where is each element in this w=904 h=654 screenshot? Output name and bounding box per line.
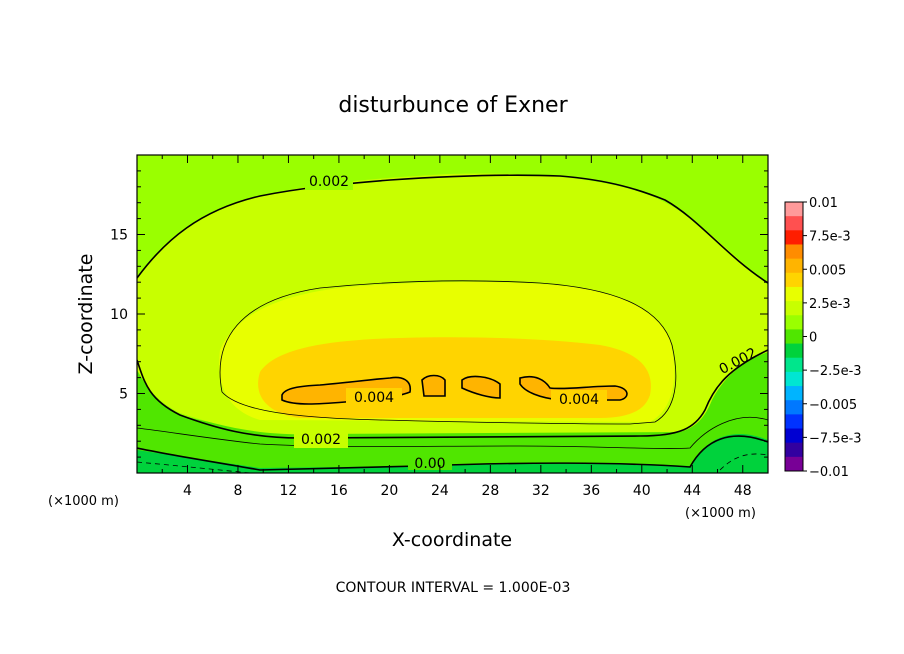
x-tick-label: 44: [683, 483, 701, 499]
contour-label-6: 0.00: [414, 456, 445, 472]
colorbar-swatch: [785, 244, 803, 260]
colorbar-label: 2.5e-3: [809, 297, 851, 312]
colorbar-swatch: [785, 272, 803, 288]
x-tick-label: 36: [582, 483, 600, 499]
x-tick-label: 4: [183, 483, 192, 499]
colorbar-swatch: [785, 428, 803, 444]
colorbar-swatch: [785, 230, 803, 245]
x-tick-label: 16: [330, 483, 348, 499]
z-unit-label: (×1000 m): [48, 494, 119, 509]
y-tick-label: 10: [110, 307, 128, 323]
contour-field: 0.002 0.004 0.004 0.002 0.002 0.00: [137, 155, 768, 473]
band-peak-blob-2: [422, 375, 445, 396]
x-axis: 4 8 12 16 20 24 28 32 36 40 44 48: [161, 155, 752, 499]
contour-lines: [137, 174, 768, 473]
x-tick-label: 24: [431, 483, 449, 499]
contour-line-0004-blob-4: [519, 375, 628, 401]
colorbar-swatch: [785, 286, 803, 302]
x-axis-label: X-coordinate: [392, 529, 512, 551]
contour-labels: 0.002 0.004 0.004 0.002 0.002 0.00: [294, 172, 760, 472]
x-tick-label: 32: [532, 483, 550, 499]
y-axis: 5 10 15: [110, 170, 768, 458]
contour-label-1: 0.002: [309, 174, 349, 190]
x-tick-label: 12: [280, 483, 298, 499]
band-peak-blob-3: [462, 376, 500, 398]
contour-line-0002-lower: [137, 349, 768, 439]
colorbar-swatch: [785, 343, 803, 359]
contour-label-2: 0.004: [354, 390, 394, 406]
colorbar-swatch: [785, 202, 803, 217]
colorbar-label: −0.005: [809, 398, 857, 413]
y-axis-label: Z-coordinate: [75, 254, 97, 375]
x-tick-label: 48: [734, 483, 752, 499]
colorbar: [785, 202, 803, 472]
colorbar-swatch: [785, 216, 803, 231]
label-bg-6: [408, 454, 452, 470]
colorbar-swatch: [785, 301, 803, 316]
x-unit-label: (×1000 m): [685, 506, 756, 521]
colorbar-swatch: [785, 258, 803, 274]
chart-title: disturbunce of Exner: [338, 93, 568, 118]
x-tick-label: 20: [380, 483, 398, 499]
colorbar-swatch: [785, 329, 803, 345]
contour-line-0001: [137, 416, 768, 449]
x-tick-label: 8: [233, 483, 242, 499]
contour-line-0002-upper: [137, 174, 768, 284]
colorbar-swatch: [785, 456, 803, 472]
contour-line-0004-blob-2: [421, 374, 446, 397]
colorbar-label: 0.005: [809, 263, 846, 278]
contour-label-5: 0.002: [301, 432, 341, 448]
x-tick-label: 40: [633, 483, 651, 499]
contour-label-3: 0.004: [559, 392, 599, 408]
colorbar-labels: 0.01 7.5e-3 0.005 2.5e-3 0 −2.5e-3 −0.005 −7.5e…: [803, 196, 862, 480]
colorbar-label: −0.01: [809, 465, 849, 480]
label-bg-2: [346, 388, 402, 406]
contour-line-0004-blob-3: [461, 375, 501, 399]
colorbar-label: 7.5e-3: [809, 230, 851, 245]
colorbar-swatch: [785, 400, 803, 415]
colorbar-swatch: [785, 371, 803, 387]
colorbar-swatch: [785, 315, 803, 330]
colorbar-label: 0.01: [809, 196, 838, 211]
colorbar-label: −7.5e-3: [809, 431, 862, 446]
contour-line-0000: [137, 435, 768, 471]
label-bg-1: [305, 172, 353, 190]
contour-line-0004-blob-1: [281, 376, 412, 405]
x-tick-label: 28: [481, 483, 499, 499]
colorbar-swatch: [785, 357, 803, 373]
colorbar-label: 0: [809, 331, 817, 346]
y-tick-label: 15: [110, 228, 128, 244]
label-bg-3: [551, 390, 607, 408]
contour-interval-note: CONTOUR INTERVAL = 1.000E-03: [336, 580, 571, 596]
contour-line-0003: [219, 280, 677, 425]
colorbar-swatch: [785, 442, 803, 458]
colorbar-swatch: [785, 386, 803, 401]
colorbar-label: −2.5e-3: [809, 364, 862, 379]
label-bg-5: [294, 430, 348, 448]
colorbar-swatch: [785, 414, 803, 430]
contour-line-negative: [137, 453, 768, 473]
y-tick-label: 5: [119, 387, 128, 403]
